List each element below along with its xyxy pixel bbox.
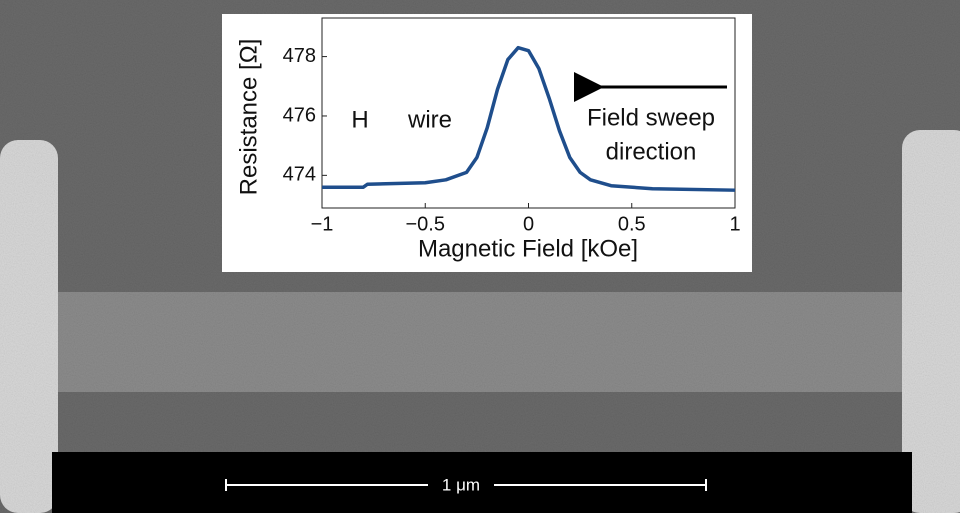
x-tick-label: 0.5 <box>618 213 646 235</box>
x-tick-label: 1 <box>729 213 740 235</box>
x-tick-label: −1 <box>311 213 334 235</box>
scale-bar-background <box>52 452 912 513</box>
annotation: H <box>351 106 368 133</box>
x-tick-label: 0 <box>523 213 534 235</box>
y-tick-label: 476 <box>283 104 316 126</box>
y-tick-label: 474 <box>283 164 316 186</box>
annotation: direction <box>606 138 697 165</box>
annotation: wire <box>407 106 452 133</box>
scale-bar-label: 1 μm <box>442 475 480 494</box>
sem-image: 1 μm Magnetic Field [kOe] Resistance [Ω]… <box>0 0 960 513</box>
annotation: Field sweep <box>587 104 715 131</box>
y-axis-label: Resistance [Ω] <box>235 39 262 196</box>
x-tick-label: −0.5 <box>406 213 445 235</box>
page: 1 μm Magnetic Field [kOe] Resistance [Ω]… <box>0 0 960 513</box>
y-tick-label: 478 <box>283 45 316 67</box>
x-axis-label: Magnetic Field [kOe] <box>418 235 638 262</box>
